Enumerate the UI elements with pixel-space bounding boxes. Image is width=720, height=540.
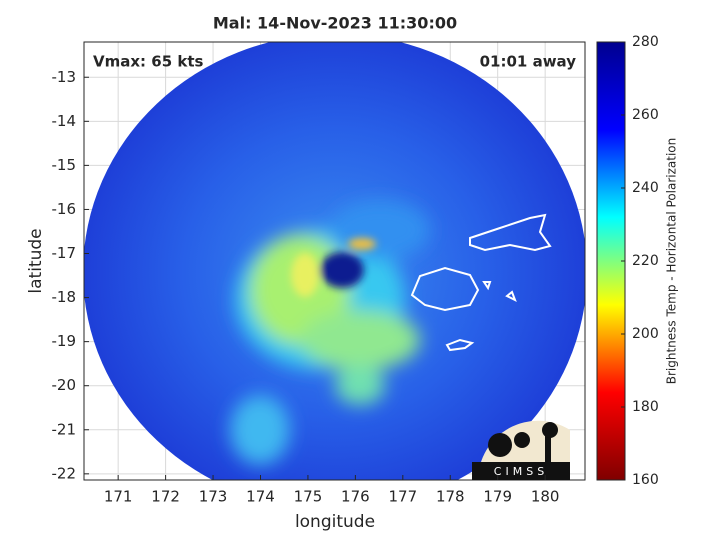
colorbar-tick-label: 160 — [632, 472, 659, 488]
y-tick-label: -18 — [52, 288, 77, 306]
y-tick-label: -22 — [52, 464, 77, 482]
x-tick-label: 180 — [531, 488, 560, 506]
colorbar-tick-label: 260 — [632, 107, 659, 123]
x-tick-label: 178 — [436, 488, 465, 506]
x-tick-label: 179 — [483, 488, 512, 506]
annotation: 01:01 away — [480, 53, 577, 71]
satellite-image — [84, 42, 585, 480]
logo: CIMSS — [472, 420, 570, 480]
colorbar-tick-label: 200 — [632, 326, 659, 342]
y-axis-label: latitude — [26, 228, 46, 293]
colorbar-tick-label: 180 — [632, 399, 659, 415]
x-tick-label: 172 — [151, 488, 180, 506]
y-tick-label: -16 — [52, 200, 77, 218]
y-tick-label: -19 — [52, 332, 77, 350]
x-axis-label: longitude — [295, 512, 375, 532]
y-tick-label: -17 — [52, 244, 77, 262]
colorbar-tick-label: 240 — [632, 180, 659, 196]
colorbar-label: Brightness Temp - Horizontal Polarizatio… — [665, 138, 679, 385]
x-tick-label: 171 — [104, 488, 133, 506]
x-tick-label: 177 — [388, 488, 417, 506]
colorbar-tick-label: 220 — [632, 253, 659, 269]
colorbar-tick-label: 280 — [632, 34, 659, 50]
axes-box — [83, 41, 586, 481]
logo-text: CIMSS — [494, 465, 548, 478]
annotation: Vmax: 65 kts — [93, 53, 203, 71]
x-tick-label: 173 — [199, 488, 228, 506]
y-tick-label: -21 — [52, 420, 77, 438]
y-tick-label: -13 — [52, 68, 77, 86]
chart-title: Mal: 14-Nov-2023 11:30:00 — [213, 14, 457, 33]
colorbar — [596, 41, 626, 481]
y-tick-label: -20 — [52, 376, 77, 394]
y-tick-label: -15 — [52, 156, 77, 174]
y-tick-label: -14 — [52, 112, 77, 130]
x-tick-label: 174 — [246, 488, 275, 506]
x-tick-label: 175 — [294, 488, 323, 506]
x-tick-label: 176 — [341, 488, 370, 506]
coastline — [410, 213, 552, 352]
